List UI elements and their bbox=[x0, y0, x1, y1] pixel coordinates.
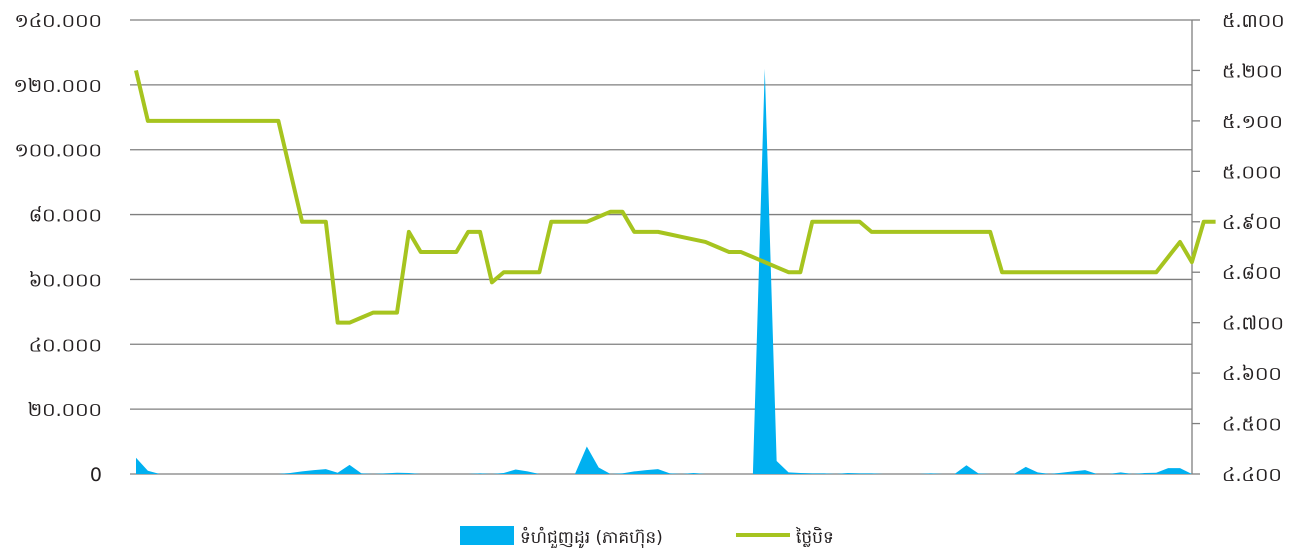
left-tick-label: ១៤០.០០០ bbox=[14, 10, 102, 32]
legend-volume-label: ទំហំជួញដូរ (ភាគហ៊ុន) bbox=[520, 526, 663, 548]
left-tick-label: 0 bbox=[90, 464, 102, 486]
legend-volume-swatch bbox=[460, 526, 514, 545]
right-axis: ៤.៤០០ ៤.៥០០ ៤.៦០០ ៤.៧០០ ៤.៨០០ ៤.៩០០ ៥.០០០ ៥.១០០… bbox=[1191, 10, 1285, 486]
right-tick-label: ៤.៥០០ bbox=[1222, 414, 1282, 436]
series-layer bbox=[134, 68, 1216, 474]
right-tick-label: ៥.១០០ bbox=[1222, 111, 1283, 133]
right-tick-label: ៥.៣០០ bbox=[1222, 10, 1285, 32]
right-tick-label: ៤.៤០០ bbox=[1222, 464, 1282, 486]
legend-price-label: ថ្លៃបិទ bbox=[795, 526, 834, 548]
left-tick-label: ១០០.០០០ bbox=[14, 140, 102, 162]
right-tick-label: ៥.២០០ bbox=[1222, 60, 1283, 82]
legend: ទំហំជួញដូរ (ភាគហ៊ុន) ថ្លៃបិទ bbox=[460, 526, 834, 548]
left-axis-ticks: 0 ២០.០០០ ៤០.០០០ ៦០.០០០ ៨០.០០០ ១០០.០០០ ១២០.០០០ ១… bbox=[13, 10, 102, 486]
gridlines bbox=[130, 19, 1192, 475]
right-tick-label: ៤.៦០០ bbox=[1222, 363, 1282, 385]
right-tick-label: ៤.៩០០ bbox=[1222, 212, 1282, 234]
right-tick-label: ៤.៨០០ bbox=[1222, 262, 1282, 284]
price-line bbox=[134, 69, 1216, 325]
left-tick-label: ៦០.០០០ bbox=[29, 269, 102, 291]
right-tick-label: ៤.៧០០ bbox=[1222, 313, 1284, 335]
left-tick-label: ៤០.០០០ bbox=[29, 334, 102, 356]
left-tick-label: ២០.០០០ bbox=[28, 399, 102, 421]
left-tick-label: ១២០.០០០ bbox=[13, 75, 102, 97]
right-tick-label: ៥.០០០ bbox=[1222, 161, 1282, 183]
left-tick-label: ៨០.០០០ bbox=[29, 205, 102, 227]
